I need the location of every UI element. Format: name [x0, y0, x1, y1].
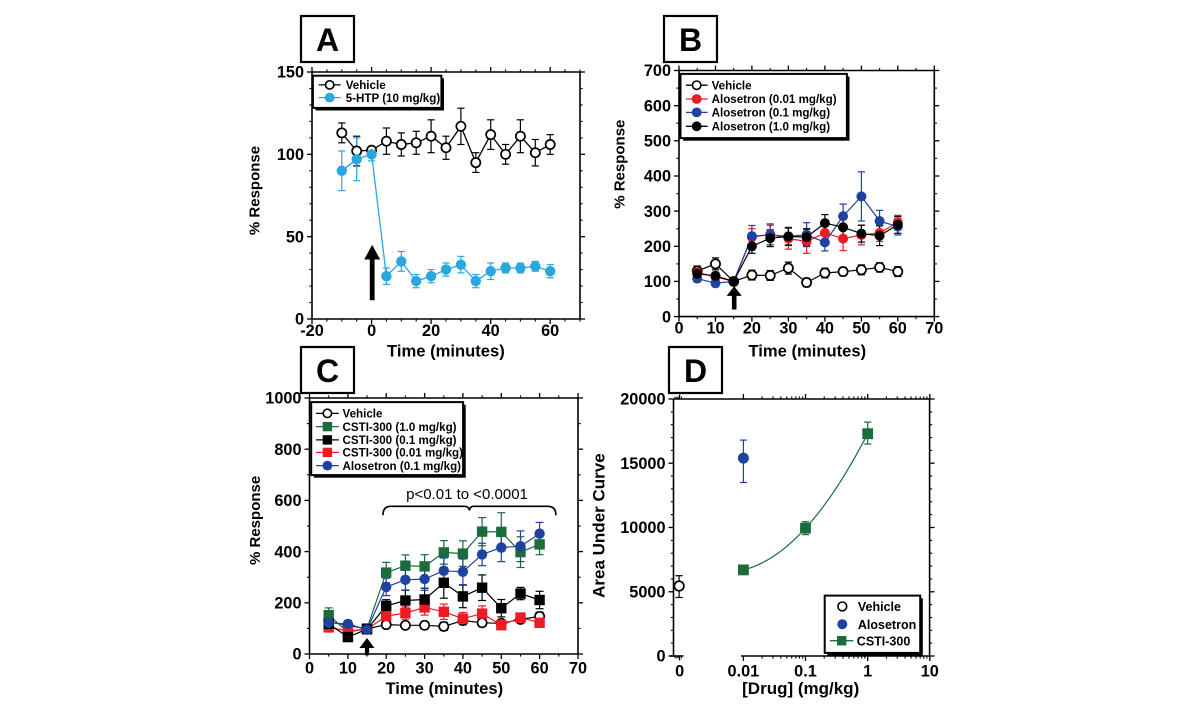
svg-text:70: 70 — [925, 320, 943, 338]
svg-text:Alosetron (1.0 mg/kg): Alosetron (1.0 mg/kg) — [712, 121, 831, 134]
svg-text:-20: -20 — [300, 322, 324, 340]
svg-text:300: 300 — [644, 203, 671, 221]
svg-text:20: 20 — [743, 320, 761, 338]
svg-text:[Drug] (mg/kg): [Drug] (mg/kg) — [742, 679, 859, 698]
svg-text:200: 200 — [274, 595, 301, 613]
svg-text:CSTI-300 (0.01 mg/kg): CSTI-300 (0.01 mg/kg) — [343, 447, 464, 460]
svg-text:Alosetron: Alosetron — [858, 618, 916, 632]
svg-text:0.1: 0.1 — [794, 663, 817, 681]
svg-text:0: 0 — [292, 646, 301, 664]
svg-text:40: 40 — [816, 320, 834, 338]
svg-text:20: 20 — [422, 322, 440, 340]
svg-text:Time (minutes): Time (minutes) — [385, 679, 503, 698]
svg-text:70: 70 — [569, 659, 587, 677]
svg-text:Area Under Curve: Area Under Curve — [590, 453, 609, 598]
svg-text:1: 1 — [863, 663, 872, 681]
svg-text:0: 0 — [662, 308, 671, 326]
svg-text:C: C — [316, 353, 339, 389]
svg-text:800: 800 — [274, 441, 301, 459]
svg-text:Vehicle: Vehicle — [858, 600, 901, 614]
svg-text:10: 10 — [921, 663, 939, 681]
svg-text:0: 0 — [674, 320, 683, 338]
svg-text:5-HTP (10 mg/kg): 5-HTP (10 mg/kg) — [346, 92, 441, 105]
svg-text:10: 10 — [706, 320, 724, 338]
svg-text:60: 60 — [541, 322, 559, 340]
svg-text:50: 50 — [286, 228, 304, 246]
svg-text:Alosetron (0.1 mg/kg): Alosetron (0.1 mg/kg) — [343, 460, 462, 473]
svg-text:20000: 20000 — [620, 391, 665, 409]
svg-text:A: A — [316, 22, 339, 58]
svg-text:500: 500 — [644, 133, 671, 151]
svg-text:10: 10 — [339, 659, 357, 677]
svg-text:600: 600 — [274, 492, 301, 510]
svg-text:0: 0 — [295, 311, 304, 329]
svg-text:CSTI-300 (0.1 mg/kg): CSTI-300 (0.1 mg/kg) — [343, 434, 457, 447]
svg-text:Time (minutes): Time (minutes) — [748, 341, 866, 360]
svg-text:D: D — [684, 353, 707, 389]
svg-text:p<0.01 to <0.0001: p<0.01 to <0.0001 — [406, 486, 528, 503]
svg-text:400: 400 — [274, 543, 301, 561]
svg-text:15000: 15000 — [620, 455, 665, 473]
svg-text:Alosetron (0.1 mg/kg): Alosetron (0.1 mg/kg) — [712, 107, 831, 120]
svg-text:% Response: % Response — [611, 120, 628, 209]
svg-text:150: 150 — [277, 64, 304, 82]
svg-text:Vehicle: Vehicle — [712, 79, 753, 92]
svg-text:CSTI-300: CSTI-300 — [857, 634, 911, 648]
svg-text:5000: 5000 — [629, 584, 665, 602]
svg-text:60: 60 — [531, 659, 549, 677]
svg-text:Time (minutes): Time (minutes) — [387, 341, 505, 360]
svg-text:Vehicle: Vehicle — [343, 408, 384, 421]
svg-text:0.01: 0.01 — [728, 663, 760, 681]
svg-text:100: 100 — [277, 146, 304, 164]
svg-text:0: 0 — [656, 648, 665, 666]
svg-text:Alosetron (0.01 mg/kg): Alosetron (0.01 mg/kg) — [712, 93, 837, 106]
svg-text:600: 600 — [644, 97, 671, 115]
svg-text:% Response: % Response — [247, 476, 264, 565]
svg-text:0: 0 — [305, 659, 314, 677]
svg-text:50: 50 — [852, 320, 870, 338]
svg-text:700: 700 — [644, 62, 671, 80]
svg-text:10000: 10000 — [620, 519, 665, 537]
svg-text:30: 30 — [779, 320, 797, 338]
svg-text:200: 200 — [644, 238, 671, 256]
svg-text:100: 100 — [644, 273, 671, 291]
svg-text:40: 40 — [454, 659, 472, 677]
svg-text:CSTI-300 (1.0 mg/kg): CSTI-300 (1.0 mg/kg) — [343, 421, 457, 434]
svg-text:60: 60 — [889, 320, 907, 338]
svg-text:50: 50 — [492, 659, 510, 677]
svg-text:1000: 1000 — [265, 390, 301, 408]
svg-text:20: 20 — [377, 659, 395, 677]
svg-text:400: 400 — [644, 168, 671, 186]
svg-text:% Response: % Response — [247, 146, 264, 235]
svg-text:0: 0 — [675, 663, 684, 681]
svg-text:B: B — [679, 22, 702, 58]
svg-text:40: 40 — [482, 322, 500, 340]
svg-text:30: 30 — [416, 659, 434, 677]
svg-text:0: 0 — [367, 322, 376, 340]
svg-text:Vehicle: Vehicle — [346, 79, 387, 92]
